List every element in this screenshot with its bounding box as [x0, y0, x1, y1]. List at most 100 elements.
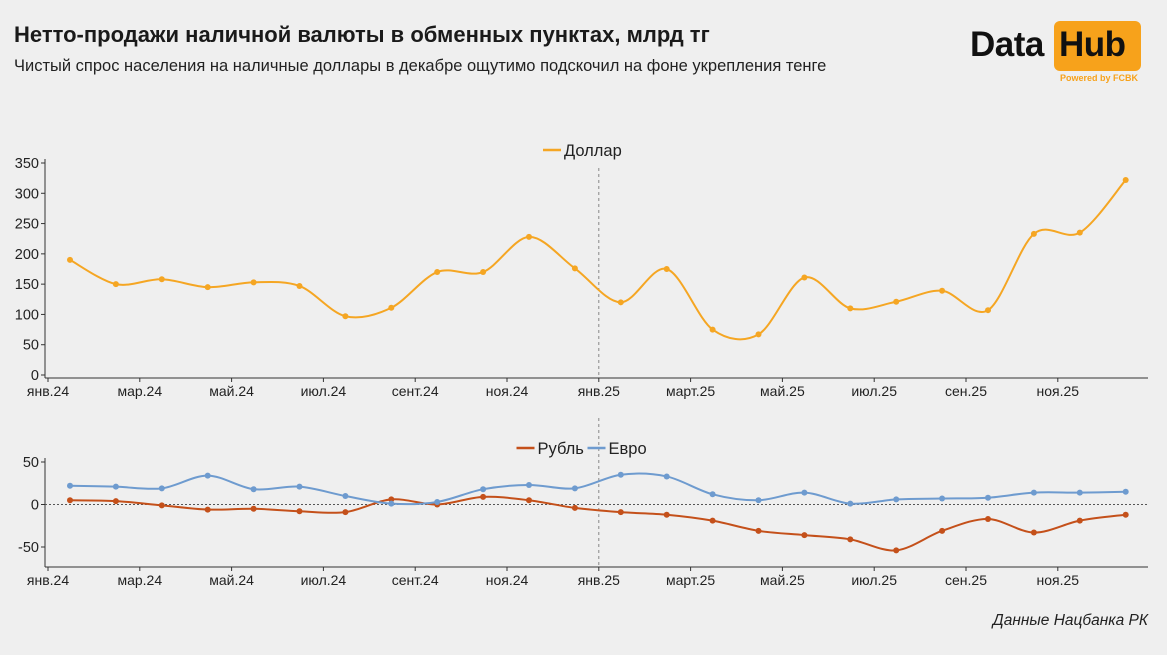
data-point [1076, 229, 1083, 236]
data-point [480, 493, 487, 500]
data-point [204, 506, 211, 513]
data-point [112, 498, 119, 505]
y-tick-label: 0 [31, 368, 39, 384]
data-point [617, 509, 624, 516]
x-tick-label: ноя.25 [1037, 572, 1080, 588]
data-point [388, 304, 395, 311]
data-point [663, 266, 670, 272]
data-point [296, 282, 303, 289]
data-point [296, 483, 303, 490]
x-tick-label: янв.24 [27, 383, 69, 399]
data-point [893, 298, 900, 305]
data-point [204, 284, 211, 291]
x-tick-label: май.25 [760, 383, 805, 399]
y-tick-label: -50 [18, 540, 39, 556]
x-tick-label: ноя.24 [486, 383, 529, 399]
y-tick-label: 0 [31, 498, 39, 514]
data-point [1076, 489, 1083, 496]
x-tick-label: июл.25 [851, 383, 897, 399]
data-point [847, 536, 854, 543]
series-line [69, 472, 1126, 506]
legend-label: Евро [609, 440, 647, 458]
logo-word-hub: Hub [1059, 25, 1126, 64]
data-point [801, 274, 808, 281]
x-tick-label: сен.25 [945, 383, 987, 399]
data-point [755, 331, 762, 338]
data-point [571, 265, 578, 272]
data-point [526, 481, 532, 488]
chart-subtitle: Чистый спрос населения на наличные долла… [14, 57, 827, 75]
x-tick-label: сен.25 [945, 572, 987, 588]
x-tick-label: июл.24 [301, 383, 347, 399]
x-tick-label: янв.25 [578, 572, 620, 588]
data-point [893, 496, 900, 503]
data-point [1122, 176, 1129, 183]
x-tick-label: май.24 [209, 383, 254, 399]
data-point [480, 269, 487, 276]
data-point [617, 471, 624, 478]
data-point [250, 486, 257, 493]
data-point [939, 495, 946, 502]
data-point [342, 509, 349, 516]
x-tick-label: март.25 [666, 572, 715, 588]
legend-label: Доллар [564, 142, 622, 160]
data-point [801, 489, 808, 496]
data-point [480, 486, 487, 493]
y-tick-label: 50 [23, 455, 39, 471]
series-line [69, 495, 1126, 552]
data-point [388, 496, 395, 503]
y-tick-label: 200 [15, 247, 39, 263]
data-point [250, 279, 257, 286]
data-point [1076, 517, 1083, 524]
data-point [112, 281, 119, 288]
data-point [939, 287, 946, 294]
data-point [939, 527, 946, 534]
x-tick-label: май.24 [209, 572, 254, 588]
data-point [112, 483, 119, 490]
x-tick-label: ноя.25 [1037, 383, 1080, 399]
datahub-logo: Data Hub Powered by FCBK [968, 21, 1143, 85]
data-point [67, 482, 73, 489]
data-point [709, 326, 716, 333]
data-point [158, 502, 165, 509]
data-point [1122, 488, 1129, 495]
data-point [985, 515, 991, 522]
data-point [1122, 511, 1129, 518]
y-tick-label: 350 [15, 156, 39, 172]
x-tick-label: сент.24 [392, 572, 439, 588]
x-tick-label: янв.24 [27, 572, 69, 588]
data-point [526, 497, 532, 504]
data-point [67, 497, 73, 504]
data-point [571, 504, 578, 511]
data-point [985, 494, 991, 501]
y-tick-label: 250 [15, 217, 39, 233]
y-tick-label: 100 [15, 307, 39, 323]
data-point [617, 299, 624, 306]
data-source-note: Данные Нацбанка РК [992, 612, 1148, 629]
data-point [709, 517, 716, 524]
data-point [342, 493, 349, 499]
x-tick-label: июл.25 [851, 572, 897, 588]
x-tick-label: янв.25 [578, 383, 620, 399]
data-point [755, 497, 762, 504]
series-line [69, 179, 1127, 341]
y-tick-label: 50 [23, 338, 39, 354]
data-point [388, 500, 395, 507]
data-point [158, 276, 165, 283]
data-point [1030, 230, 1037, 237]
data-point [847, 500, 854, 507]
logo-powered-by: Powered by FCBK [1060, 73, 1139, 83]
logo-word-data: Data [970, 25, 1044, 64]
x-tick-label: ноя.24 [486, 572, 529, 588]
x-tick-label: май.25 [760, 572, 805, 588]
data-point [1030, 529, 1037, 536]
data-point [158, 485, 165, 492]
x-tick-label: мар.24 [117, 383, 162, 399]
y-tick-label: 150 [15, 277, 39, 293]
y-tick-label: 300 [15, 186, 39, 202]
x-tick-label: сент.24 [392, 383, 439, 399]
data-point [250, 505, 257, 512]
data-point [204, 472, 211, 479]
data-point [847, 305, 854, 312]
data-point [526, 233, 532, 240]
